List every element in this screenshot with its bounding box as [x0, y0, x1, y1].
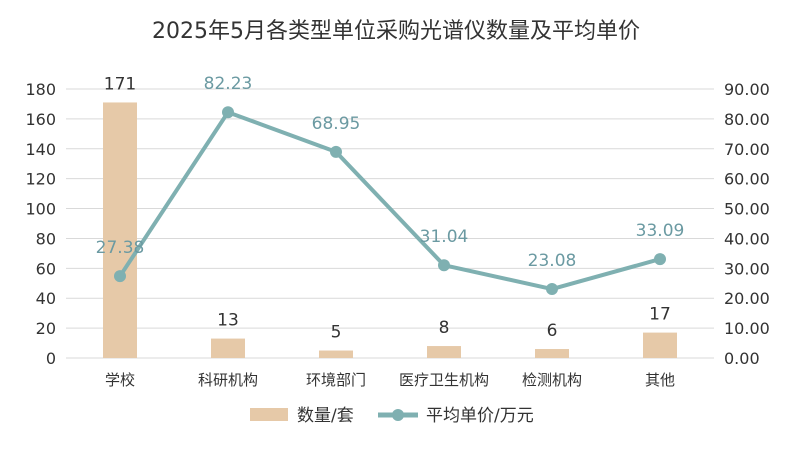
line-point: [654, 253, 666, 266]
right-tick-label: 70.00: [724, 140, 770, 159]
left-tick-label: 0: [46, 349, 56, 368]
line-value-label: 82.23: [204, 74, 253, 94]
bar-value-label: 8: [439, 318, 450, 338]
left-tick-label: 160: [25, 110, 56, 129]
line-point: [438, 259, 450, 272]
bar: [211, 338, 245, 358]
right-tick-label: 0.00: [724, 349, 760, 368]
bar: [427, 346, 461, 358]
line-series: [114, 106, 666, 296]
bar-value-label: 13: [217, 311, 239, 331]
left-tick-label: 100: [25, 200, 56, 219]
legend-bar-swatch: [250, 408, 288, 421]
left-tick-label: 80: [36, 229, 56, 248]
legend-bar-label: 数量/套: [297, 406, 354, 426]
bar-value-label: 5: [331, 323, 342, 343]
line-point: [546, 283, 558, 296]
legend-line-label: 平均单价/万元: [426, 406, 534, 426]
left-tick-label: 140: [25, 140, 56, 159]
line-value-label: 23.08: [528, 251, 577, 271]
category-label: 医疗卫生机构: [399, 371, 489, 389]
legend-line-marker: [392, 409, 404, 421]
left-tick-label: 40: [36, 289, 56, 308]
bar-series: [103, 102, 677, 358]
right-tick-label: 30.00: [724, 259, 770, 278]
line-value-label: 27.38: [96, 238, 145, 258]
right-tick-label: 20.00: [724, 289, 770, 308]
category-label: 检测机构: [522, 371, 582, 389]
bar: [319, 350, 353, 358]
right-tick-label: 40.00: [724, 229, 770, 248]
data-labels: 171 13 5 8 6 17 27.38 82.23 68.95 31.04 23.08 33.09: [96, 74, 685, 342]
category-label: 环境部门: [306, 371, 366, 389]
right-tick-label: 10.00: [724, 319, 770, 338]
line-value-label: 68.95: [312, 114, 361, 134]
price-line: [118, 110, 661, 292]
line-value-label: 33.09: [636, 221, 685, 241]
line-point: [114, 270, 126, 283]
left-y-axis: 0 20 40 60 80 100 120 140 160 180: [25, 80, 56, 368]
chart-title: 2025年5月各类型单位采购光谱仪数量及平均单价: [152, 19, 640, 44]
right-tick-label: 80.00: [724, 110, 770, 129]
right-tick-label: 90.00: [724, 80, 770, 99]
category-label: 科研机构: [198, 371, 258, 389]
bar: [103, 102, 137, 358]
bar: [643, 332, 677, 358]
line-point: [330, 145, 342, 158]
line-point: [222, 106, 234, 119]
bar-value-label: 17: [649, 305, 671, 325]
legend: 数量/套 平均单价/万元: [250, 406, 534, 426]
right-tick-label: 60.00: [724, 170, 770, 189]
category-label: 其他: [645, 371, 675, 389]
x-axis-categories: 学校 科研机构 环境部门 医疗卫生机构 检测机构 其他: [105, 371, 675, 389]
gridlines: [66, 88, 714, 359]
right-tick-label: 50.00: [724, 200, 770, 219]
left-tick-label: 120: [25, 170, 56, 189]
bar: [535, 349, 569, 358]
right-y-axis: 0.00 10.00 20.00 30.00 40.00 50.00 60.00 70.00 8…: [724, 80, 770, 368]
left-tick-label: 180: [25, 80, 56, 99]
line-value-label: 31.04: [420, 227, 469, 247]
left-tick-label: 20: [36, 319, 56, 338]
bar-value-label: 171: [104, 74, 136, 94]
bar-value-label: 6: [547, 321, 558, 341]
category-label: 学校: [105, 371, 135, 389]
left-tick-label: 60: [36, 259, 56, 278]
